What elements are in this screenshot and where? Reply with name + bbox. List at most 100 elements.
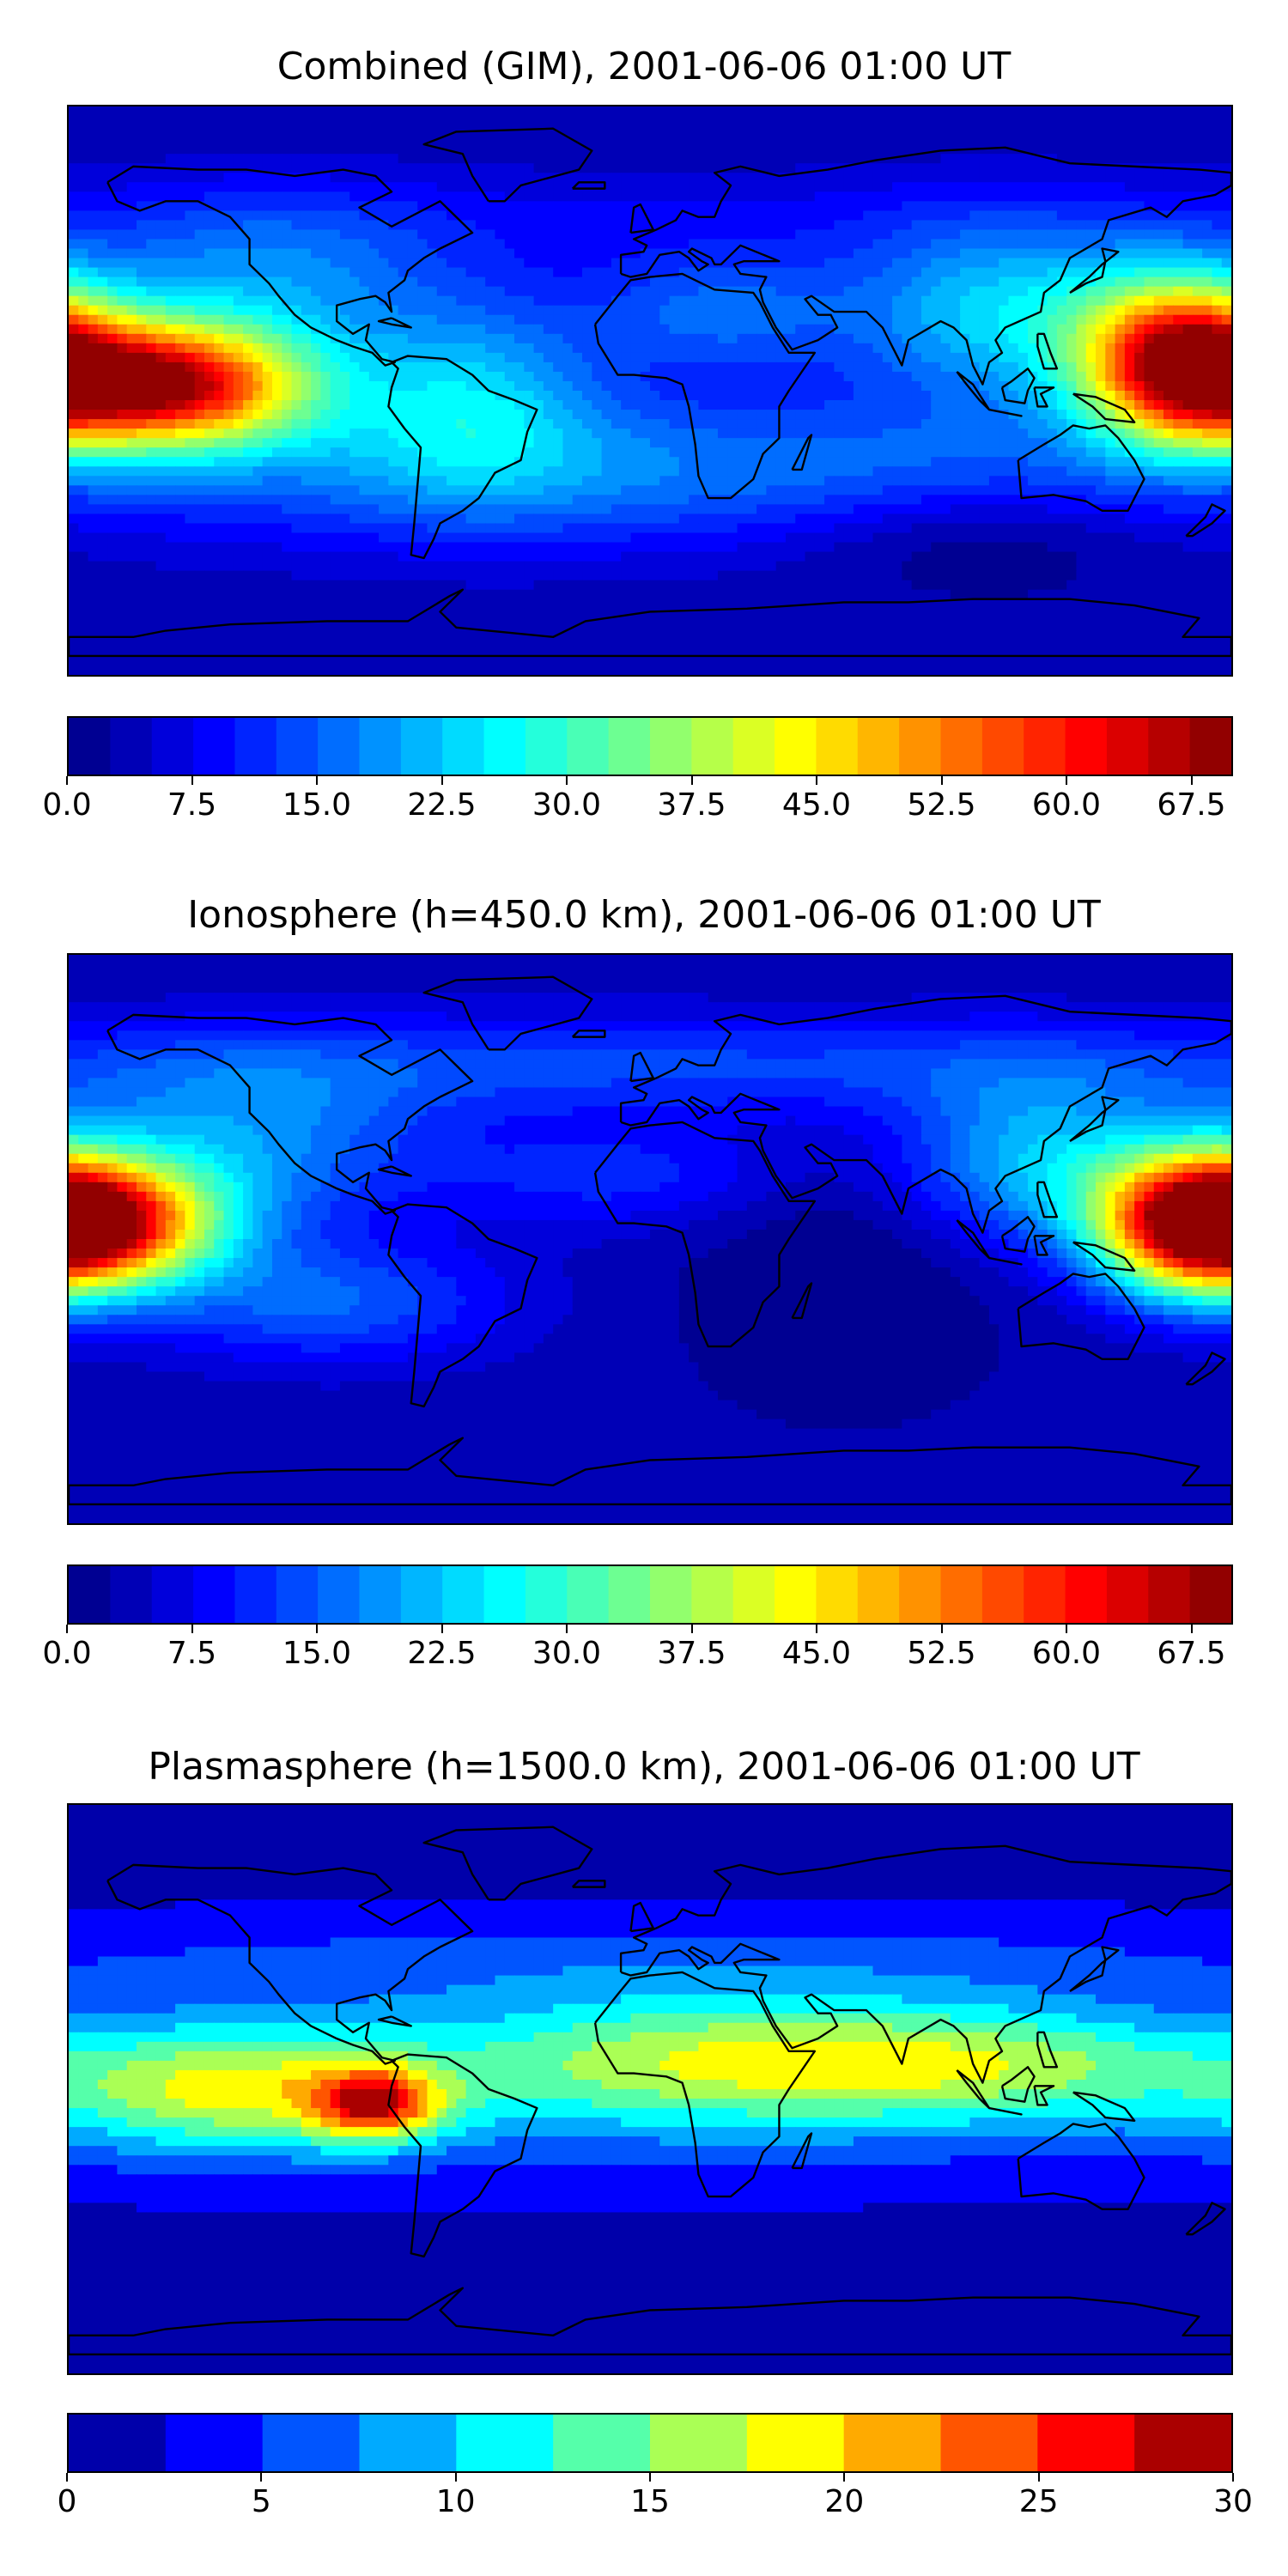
heatmap-cell [388,495,399,505]
heatmap-cell [223,258,234,269]
heatmap-cell [456,144,467,155]
heatmap-cell [940,248,951,259]
heatmap-cell [746,391,757,401]
heatmap-cell [1066,391,1078,401]
heatmap-cell [282,438,293,448]
heatmap-cell [1124,466,1135,477]
heatmap-cell [863,191,874,202]
heatmap-cell [689,135,700,145]
heatmap-cell [475,352,486,363]
heatmap-cell [252,182,264,192]
heatmap-cell [204,191,215,202]
heatmap-cell [185,305,196,316]
heatmap-cell [185,343,196,354]
heatmap-cell [291,361,302,373]
heatmap-cell [495,182,506,192]
heatmap-cell [1124,163,1135,173]
heatmap-cell [727,495,738,505]
heatmap-cell [999,485,1010,495]
heatmap-cell [214,191,225,202]
heatmap-cell [252,106,264,117]
heatmap-cell [592,410,603,420]
heatmap-cell [737,135,748,145]
heatmap-cell [514,144,525,155]
heatmap-cell [136,371,147,382]
heatmap-cell [611,116,622,126]
heatmap-cell [533,295,544,307]
heatmap-cell [785,495,796,505]
heatmap-cell [465,466,477,477]
heatmap-cell [920,258,932,269]
heatmap-cell [398,116,409,126]
heatmap-cell [388,466,399,477]
heatmap-cell [1076,267,1087,278]
heatmap-cell [78,410,89,420]
heatmap-cell [243,352,253,363]
heatmap-cell [1028,229,1038,240]
heatmap-cell [940,163,951,173]
heatmap-cell [175,361,185,373]
heatmap-cell [678,229,690,240]
heatmap-cell [262,438,273,448]
heatmap-cell [582,380,592,392]
heatmap-cell [882,400,893,410]
heatmap-cell [1066,201,1078,211]
heatmap-cell [756,135,767,145]
heatmap-cell [1212,428,1223,439]
heatmap-cell [698,201,709,211]
heatmap-cell [911,106,922,117]
heatmap-cell [882,447,893,458]
heatmap-cell [533,371,544,382]
heatmap-cell [1018,182,1029,192]
heatmap-cell [920,210,932,221]
heatmap-cell [1153,258,1164,269]
heatmap-cell [1066,457,1078,467]
heatmap-cell [1096,380,1106,392]
heatmap-cell [572,201,583,211]
heatmap-cell [1134,286,1145,297]
heatmap-cell [785,410,796,420]
heatmap-cell [78,343,89,354]
heatmap-cell [737,352,748,363]
heatmap-cell [1037,106,1048,117]
heatmap-cell [592,106,603,117]
heatmap-cell [407,457,418,467]
heatmap-cell [611,476,622,486]
heatmap-cell [204,295,215,307]
heatmap-cell [1163,125,1174,136]
heatmap-cell [504,457,515,467]
heatmap-cell [427,476,438,486]
heatmap-cell [1153,438,1164,448]
heatmap-cell [1076,191,1087,202]
heatmap-cell [911,314,922,325]
heatmap-cell [1202,352,1213,363]
heatmap-cell [533,476,544,486]
heatmap-cell [572,333,583,344]
heatmap-cell [349,116,361,126]
heatmap-cell [330,267,341,278]
heatmap-cell [155,173,167,183]
heatmap-cell [853,371,864,382]
heatmap-cell [543,286,554,297]
heatmap-cell [185,267,196,278]
heatmap-cell [533,419,544,429]
heatmap-cell [1173,371,1184,382]
heatmap-cell [698,182,709,192]
heatmap-cell [1182,239,1194,250]
heatmap-cell [766,324,777,335]
heatmap-cell [689,314,700,325]
heatmap-cell [475,476,486,486]
heatmap-cell [678,495,690,505]
heatmap-cell [320,125,331,136]
heatmap-cell [136,495,147,505]
heatmap-cell [795,154,806,164]
heatmap-cell [708,239,719,250]
heatmap-cell [1076,333,1087,344]
heatmap-cell [117,248,128,259]
heatmap-cell [495,428,506,439]
heatmap-cell [427,286,438,297]
heatmap-cell [1056,286,1067,297]
heatmap-cell [582,438,592,448]
heatmap-cell [514,447,525,458]
heatmap-cell [640,314,651,325]
